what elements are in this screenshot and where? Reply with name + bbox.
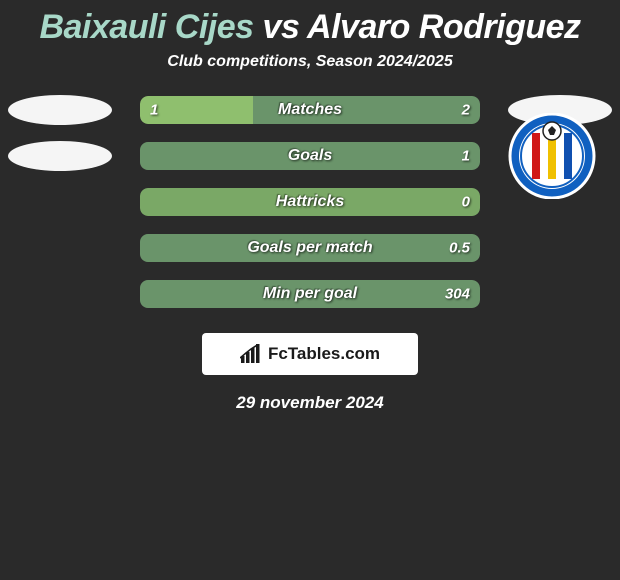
stat-label: Min per goal: [263, 285, 357, 303]
branding-badge: FcTables.com: [202, 333, 418, 375]
stat-value-right: 0: [462, 194, 470, 211]
bar-track: 1 Matches 2: [140, 96, 480, 124]
ellipse-logo-icon: [8, 95, 112, 125]
stat-label: Goals: [288, 147, 332, 165]
bar-track: Goals per match 0.5: [140, 234, 480, 262]
stat-row: Hattricks 0: [0, 179, 620, 225]
ellipse-logo-icon: [8, 141, 112, 171]
player2-name: Alvaro Rodriguez: [307, 8, 580, 46]
stat-row: Min per goal 304: [0, 271, 620, 317]
subtitle: Club competitions, Season 2024/2025: [0, 53, 620, 87]
stat-row: Goals per match 0.5: [0, 225, 620, 271]
h2h-infographic: Baixauli Cijes vs Alvaro Rodriguez Club …: [0, 0, 620, 413]
stat-label: Goals per match: [247, 239, 372, 257]
stats-rows: 1 Matches 2 Goals 1: [0, 87, 620, 317]
stat-row: Goals 1: [0, 133, 620, 179]
page-title: Baixauli Cijes vs Alvaro Rodriguez: [0, 0, 620, 53]
bar-track: Hattricks 0: [140, 188, 480, 216]
vs-separator: vs: [263, 8, 300, 46]
branding-text: FcTables.com: [268, 344, 380, 364]
stat-value-right: 2: [462, 102, 470, 119]
stat-value-right: 1: [462, 148, 470, 165]
stat-label: Hattricks: [276, 193, 344, 211]
player1-logo: [8, 141, 112, 171]
stat-value-right: 0.5: [449, 240, 470, 257]
player1-logo: [8, 95, 112, 125]
bar-track: Min per goal 304: [140, 280, 480, 308]
stat-value-right: 304: [445, 286, 470, 303]
bar-track: Goals 1: [140, 142, 480, 170]
bar-chart-icon: [240, 344, 262, 364]
stat-label: Matches: [278, 101, 342, 119]
date-text: 29 november 2024: [0, 393, 620, 413]
player1-name: Baixauli Cijes: [39, 8, 253, 46]
stat-value-left: 1: [150, 102, 158, 119]
